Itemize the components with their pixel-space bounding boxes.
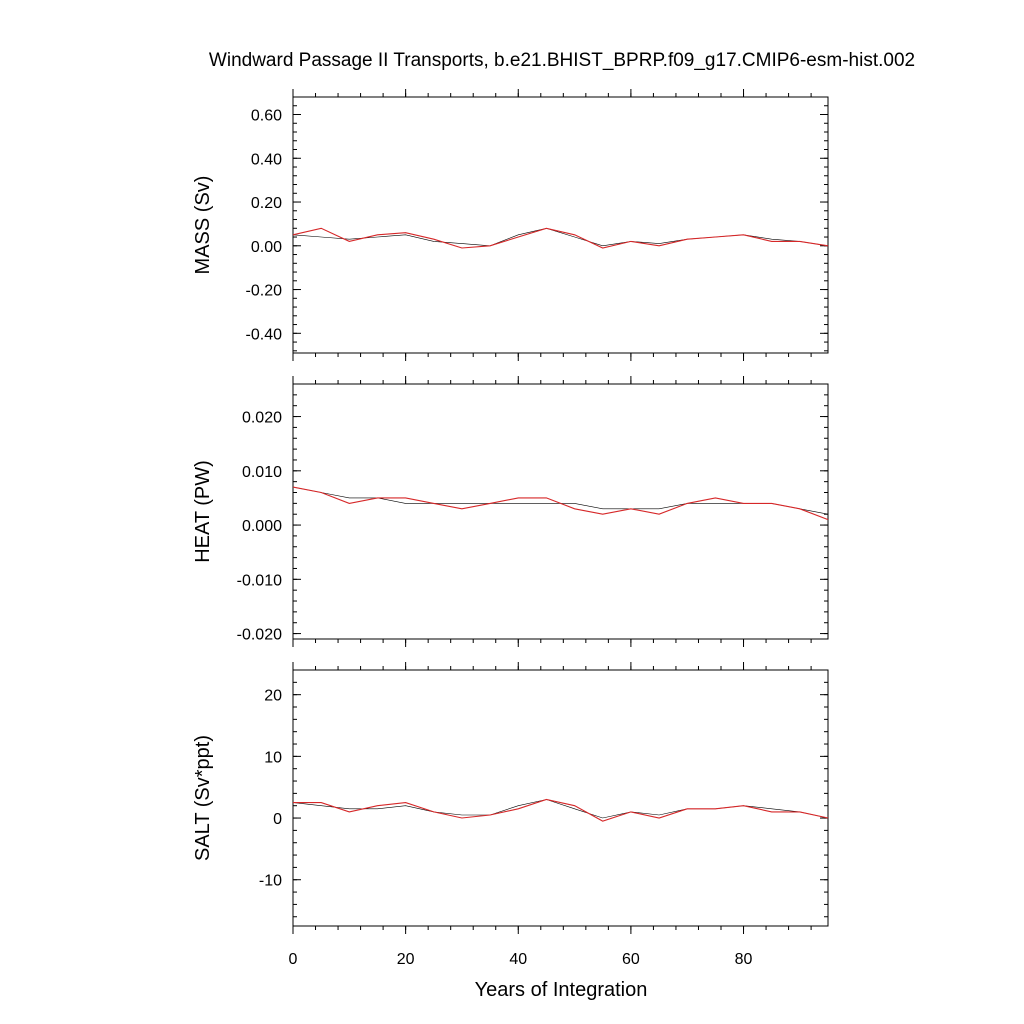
mass-series-line [292,227,829,247]
chart-title: Windward Passage II Transports, b.e21.BH… [209,50,915,71]
mass-y-tick-label: -0.40 [246,326,283,343]
heat-panel: 0.020 0.010 0.000 -0.010 -0.020 HEAT (PW) [192,376,829,647]
mass-y-tick-label: 0.40 [251,151,282,168]
x-tick-label: 20 [397,951,415,968]
x-tick-label: 0 [289,951,298,968]
x-tick-label: 40 [509,951,527,968]
heat-y-tick-label: 0.020 [242,410,282,427]
mass-y-tick-label: 0.20 [251,195,282,212]
salt-panel: 20 10 0 -10 SALT (Sv*ppt) [192,662,829,934]
x-tick-label: 80 [735,951,753,968]
heat-y-axis-label: HEAT (PW) [192,460,214,563]
salt-smoothed-line [293,798,829,822]
salt-y-tick-label: -10 [259,873,282,890]
heat-y-tick-label: 0.010 [242,464,282,481]
heat-smoothed-line [292,486,829,521]
heat-y-tick-label: -0.020 [237,627,282,644]
salt-plot-frame [292,669,829,927]
salt-y-tick-label: 10 [264,749,282,766]
mass-y-axis-label: MASS (Sv) [192,176,214,275]
mass-y-tick-label: 0.00 [251,239,282,256]
salt-y-tick-label: 20 [264,688,282,705]
salt-y-tick-label: 0 [273,811,282,828]
heat-plot-frame [292,383,829,640]
mass-y-tick-label: 0.60 [251,108,282,125]
mass-panel: 0.60 0.40 0.20 0.00 -0.20 -0.40 MASS (Sv) [192,89,829,361]
mass-smoothed-line [292,227,829,249]
mass-y-tick-label: -0.20 [246,283,283,300]
heat-y-tick-label: 0.000 [242,518,282,535]
x-tick-label: 60 [622,951,640,968]
heat-series-line [292,486,829,515]
x-axis-label: Years of Integration [475,979,648,1001]
salt-y-axis-label: SALT (Sv*ppt) [192,735,214,861]
mass-plot-frame [292,96,829,354]
heat-y-tick-label: -0.010 [237,572,282,589]
